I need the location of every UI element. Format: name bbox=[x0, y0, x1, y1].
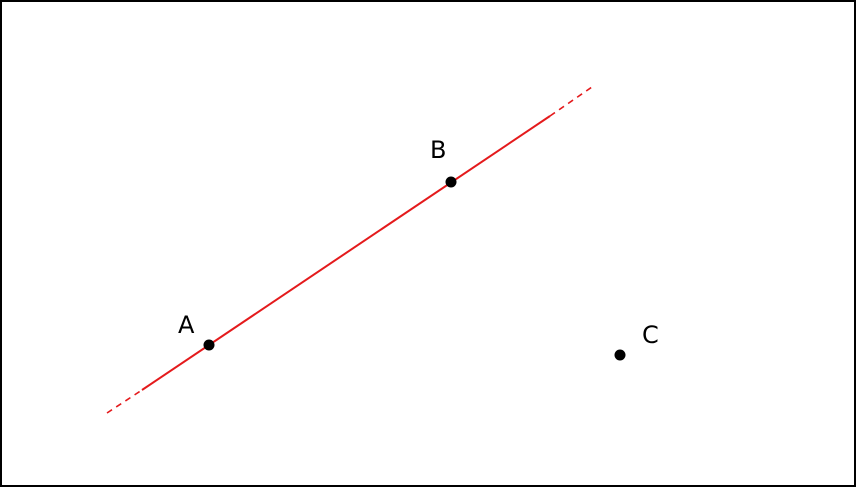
point-b bbox=[445, 176, 457, 188]
point-a bbox=[203, 339, 215, 351]
line-ab-extension-right bbox=[549, 86, 593, 117]
point-b-label: B bbox=[430, 136, 446, 164]
point-a-label: A bbox=[178, 311, 195, 339]
line-ab-extension-left bbox=[106, 389, 143, 414]
point-c-label: C bbox=[642, 321, 659, 349]
line-ab bbox=[141, 115, 551, 391]
point-c bbox=[614, 349, 626, 361]
